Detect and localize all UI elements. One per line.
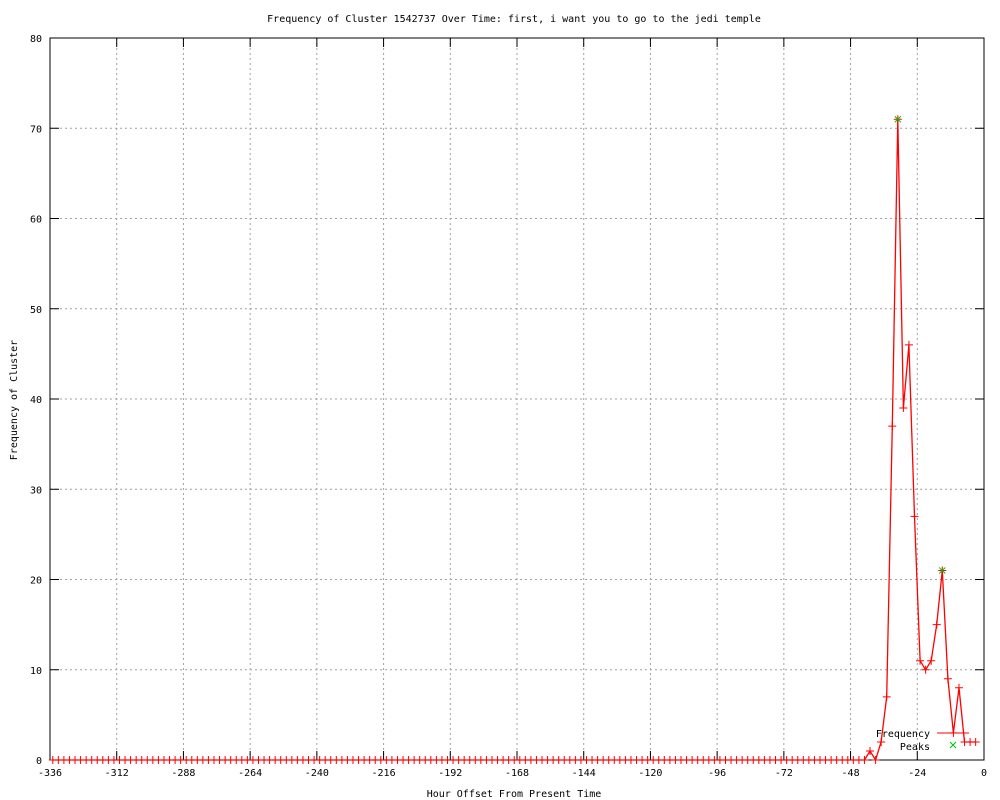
frequency-point (904, 340, 913, 349)
x-tick-label: -216 (372, 768, 396, 779)
axis-ticks: -336 -312 -288 -264 -240 -216 -192 -168 -144 -120… (30, 34, 987, 779)
y-tick-label: 30 (30, 485, 42, 496)
frequency-point (888, 422, 897, 431)
x-tick-label: -336 (38, 768, 62, 779)
x-tick-label: -72 (775, 768, 793, 779)
frequency-point (954, 683, 963, 692)
peak-point (938, 567, 946, 574)
y-axis-label: Frequency of Cluster (9, 340, 20, 460)
frequency-point (943, 674, 952, 683)
frequency-point (910, 512, 919, 521)
y-tick-label: 20 (30, 576, 42, 587)
frequency-point (971, 737, 980, 746)
frequency-point (871, 756, 880, 764)
y-tick-label: 0 (36, 756, 42, 767)
x-tick-label: -240 (305, 768, 329, 779)
x-tick-label: -120 (638, 768, 662, 779)
frequency-point (899, 404, 908, 413)
grid (50, 38, 984, 760)
x-axis-label: Hour Offset From Present Time (427, 789, 602, 800)
frequency-point (932, 620, 941, 629)
frequency-line (52, 119, 976, 762)
y-tick-label: 80 (30, 34, 42, 45)
x-tick-label: -288 (171, 768, 195, 779)
frequency-point (860, 756, 869, 764)
frequency-point (882, 692, 891, 701)
y-tick-label: 70 (30, 124, 42, 135)
y-tick-label: 40 (30, 395, 42, 406)
frequency-point (916, 656, 925, 665)
frequency-point (866, 746, 875, 755)
series-layer (48, 115, 980, 764)
legend-label-peaks: Peaks (900, 742, 930, 753)
x-tick-label: -312 (105, 768, 129, 779)
x-tick-label: -264 (238, 768, 262, 779)
legend: Frequency Peaks (876, 729, 969, 753)
x-tick-label: -144 (572, 768, 596, 779)
frequency-point (921, 665, 930, 674)
frequency-point (927, 656, 936, 665)
y-tick-label: 50 (30, 305, 42, 316)
x-tick-label: 0 (981, 768, 987, 779)
y-tick-label: 60 (30, 215, 42, 226)
x-tick-label: -168 (505, 768, 529, 779)
legend-label-frequency: Frequency (876, 729, 930, 740)
x-tick-label: -192 (438, 768, 462, 779)
legend-swatch-peaks (949, 741, 957, 749)
chart-title: Frequency of Cluster 1542737 Over Time: … (267, 14, 761, 25)
x-tick-label: -48 (842, 768, 860, 779)
peak-point (894, 115, 902, 123)
y-tick-label: 10 (30, 666, 42, 677)
x-tick-label: -24 (908, 768, 926, 779)
x-tick-label: -96 (708, 768, 726, 779)
frequency-point (877, 737, 886, 746)
